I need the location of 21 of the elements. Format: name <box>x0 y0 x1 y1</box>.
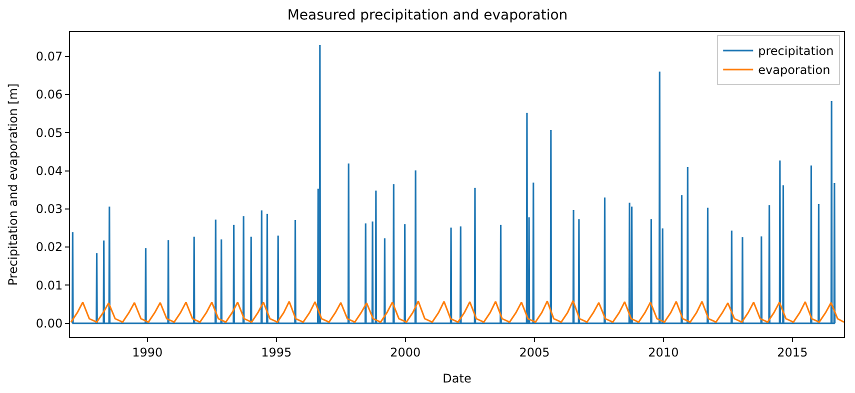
y-tick-label: 0.04 <box>36 164 63 178</box>
legend-label: evaporation <box>758 63 830 78</box>
y-tick-label: 0.00 <box>36 316 63 330</box>
line-series <box>70 300 844 323</box>
x-tick-label: 1995 <box>261 345 292 360</box>
x-tick-label: 2010 <box>648 345 679 360</box>
y-tick-label: 0.03 <box>36 202 63 216</box>
y-tick-label: 0.02 <box>36 240 63 254</box>
legend-label: precipitation <box>758 44 834 58</box>
y-tick-label: 0.07 <box>36 50 63 64</box>
y-axis-title: Precipitation and evaporation [m] <box>6 83 20 286</box>
x-tick-label: 2015 <box>777 345 808 360</box>
y-tick-label: 0.05 <box>36 126 63 140</box>
x-axis-title: Date <box>442 371 472 386</box>
x-tick-label: 1990 <box>132 345 163 360</box>
line-series <box>72 44 836 324</box>
y-tick-label: 0.01 <box>36 278 63 292</box>
y-tick-label: 0.06 <box>36 88 63 102</box>
chart-title: Measured precipitation and evaporation <box>287 8 568 24</box>
x-tick-label: 2000 <box>390 345 421 360</box>
x-tick-label: 2005 <box>519 345 550 360</box>
